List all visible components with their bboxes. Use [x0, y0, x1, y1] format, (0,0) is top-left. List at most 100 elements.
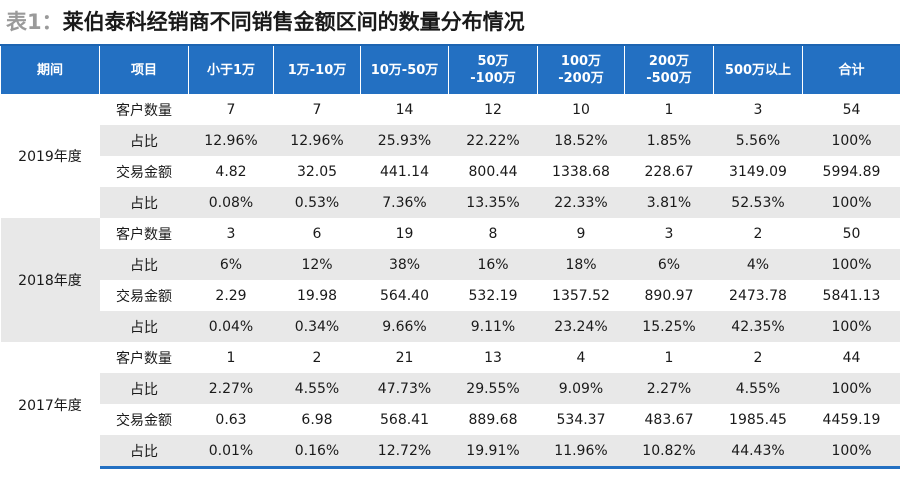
table-title-label: 表1： [6, 10, 63, 34]
value-cell: 534.37 [537, 404, 625, 435]
value-cell: 29.55% [448, 373, 538, 404]
value-cell: 0.01% [188, 435, 274, 469]
item-cell: 占比 [99, 311, 189, 342]
table-row: 占比 0.04% 0.34% 9.66% 9.11% 23.24% 15.25% 42.35%… [1, 311, 900, 342]
value-cell: 9 [537, 218, 625, 249]
table-row: 交易金额 2.29 19.98 564.40 532.19 1357.52 890.97 24… [1, 280, 900, 311]
value-cell: 1 [624, 342, 714, 373]
value-cell: 47.73% [360, 373, 449, 404]
value-cell: 6 [273, 218, 361, 249]
value-cell: 532.19 [448, 280, 538, 311]
value-cell: 19.91% [448, 435, 538, 469]
value-cell: 5841.13 [802, 280, 900, 311]
value-cell: 7.36% [360, 187, 449, 218]
value-cell: 564.40 [360, 280, 449, 311]
item-cell: 交易金额 [99, 280, 189, 311]
value-cell: 441.14 [360, 156, 449, 187]
value-cell: 7 [188, 94, 274, 125]
value-cell: 14 [360, 94, 449, 125]
value-cell: 54 [802, 94, 900, 125]
value-cell: 6.98 [273, 404, 361, 435]
header-row: 期间 项目 小于1万 1万-10万 10万-50万 50万 -100万 100万 -200万 20… [0, 44, 900, 94]
value-cell: 100% [802, 249, 900, 280]
value-cell: 0.34% [273, 311, 361, 342]
value-cell: 9.09% [537, 373, 625, 404]
column-header: 项目 [99, 44, 189, 94]
value-cell: 1 [188, 342, 274, 373]
item-cell: 客户数量 [99, 94, 189, 125]
period-cell: 2017年度 [0, 342, 100, 468]
item-cell: 占比 [99, 125, 189, 156]
distribution-table: 期间 项目 小于1万 1万-10万 10万-50万 50万 -100万 100万 -200万 20… [0, 44, 900, 469]
period-cell: 2018年度 [0, 218, 100, 342]
value-cell: 13.35% [448, 187, 538, 218]
value-cell: 15.25% [624, 311, 714, 342]
value-cell: 12 [448, 94, 538, 125]
column-header: 500万以上 [713, 44, 803, 94]
value-cell: 568.41 [360, 404, 449, 435]
value-cell: 2.27% [188, 373, 274, 404]
value-cell: 1357.52 [537, 280, 625, 311]
value-cell: 9.66% [360, 311, 449, 342]
value-cell: 18% [537, 249, 625, 280]
value-cell: 3.81% [624, 187, 714, 218]
value-cell: 10.82% [624, 435, 714, 469]
value-cell: 100% [802, 435, 900, 469]
table-row: 2019年度 客户数量 7 7 14 12 10 1 3 54 [0, 94, 900, 218]
value-cell: 3 [713, 94, 803, 125]
value-cell: 50 [802, 218, 900, 249]
value-cell: 0.63 [188, 404, 274, 435]
table-title-text: 莱伯泰科经销商不同销售金额区间的数量分布情况 [62, 10, 525, 34]
value-cell: 4.82 [188, 156, 274, 187]
value-cell: 4% [713, 249, 803, 280]
table-row: 2018年度 客户数量 3 6 19 8 9 3 2 50 [0, 218, 900, 342]
value-cell: 2.27% [624, 373, 714, 404]
table-row: 2017年度 客户数量 1 2 21 13 4 1 2 44 [0, 342, 900, 468]
column-header: 合计 [802, 44, 900, 94]
value-cell: 1.85% [624, 125, 714, 156]
table-row: 占比 0.01% 0.16% 12.72% 19.91% 11.96% 10.82% 44.4… [1, 435, 900, 469]
value-cell: 228.67 [624, 156, 714, 187]
value-cell: 12.96% [188, 125, 274, 156]
value-cell: 0.04% [188, 311, 274, 342]
value-cell: 8 [448, 218, 538, 249]
item-cell: 交易金额 [99, 156, 189, 187]
value-cell: 0.08% [188, 187, 274, 218]
value-cell: 1985.45 [713, 404, 803, 435]
value-cell: 0.16% [273, 435, 361, 469]
value-cell: 4 [537, 342, 625, 373]
value-cell: 21 [360, 342, 449, 373]
item-cell: 客户数量 [99, 342, 189, 373]
value-cell: 44.43% [713, 435, 803, 469]
value-cell: 10 [537, 94, 625, 125]
value-cell: 12% [273, 249, 361, 280]
column-header: 50万 -100万 [448, 44, 538, 94]
table-row: 交易金额 0.63 6.98 568.41 889.68 534.37 483.67 1985… [1, 404, 900, 435]
item-cell: 交易金额 [99, 404, 189, 435]
value-cell: 483.67 [624, 404, 714, 435]
column-header: 10万-50万 [360, 44, 449, 94]
value-cell: 2.29 [188, 280, 274, 311]
value-cell: 5994.89 [802, 156, 900, 187]
value-cell: 13 [448, 342, 538, 373]
value-cell: 800.44 [448, 156, 538, 187]
value-cell: 52.53% [713, 187, 803, 218]
value-cell: 890.97 [624, 280, 714, 311]
value-cell: 19 [360, 218, 449, 249]
value-cell: 32.05 [273, 156, 361, 187]
table-row: 交易金额 4.82 32.05 441.14 800.44 1338.68 228.67 31… [1, 156, 900, 187]
value-cell: 100% [802, 373, 900, 404]
value-cell: 3 [188, 218, 274, 249]
value-cell: 100% [802, 125, 900, 156]
item-cell: 占比 [99, 373, 189, 404]
value-cell: 22.22% [448, 125, 538, 156]
item-cell: 占比 [99, 187, 189, 218]
column-header: 期间 [0, 44, 100, 94]
value-cell: 7 [273, 94, 361, 125]
value-cell: 16% [448, 249, 538, 280]
item-cell: 占比 [99, 249, 189, 280]
value-cell: 12.96% [273, 125, 361, 156]
value-cell: 889.68 [448, 404, 538, 435]
value-cell: 1338.68 [537, 156, 625, 187]
column-header: 100万 -200万 [537, 44, 625, 94]
